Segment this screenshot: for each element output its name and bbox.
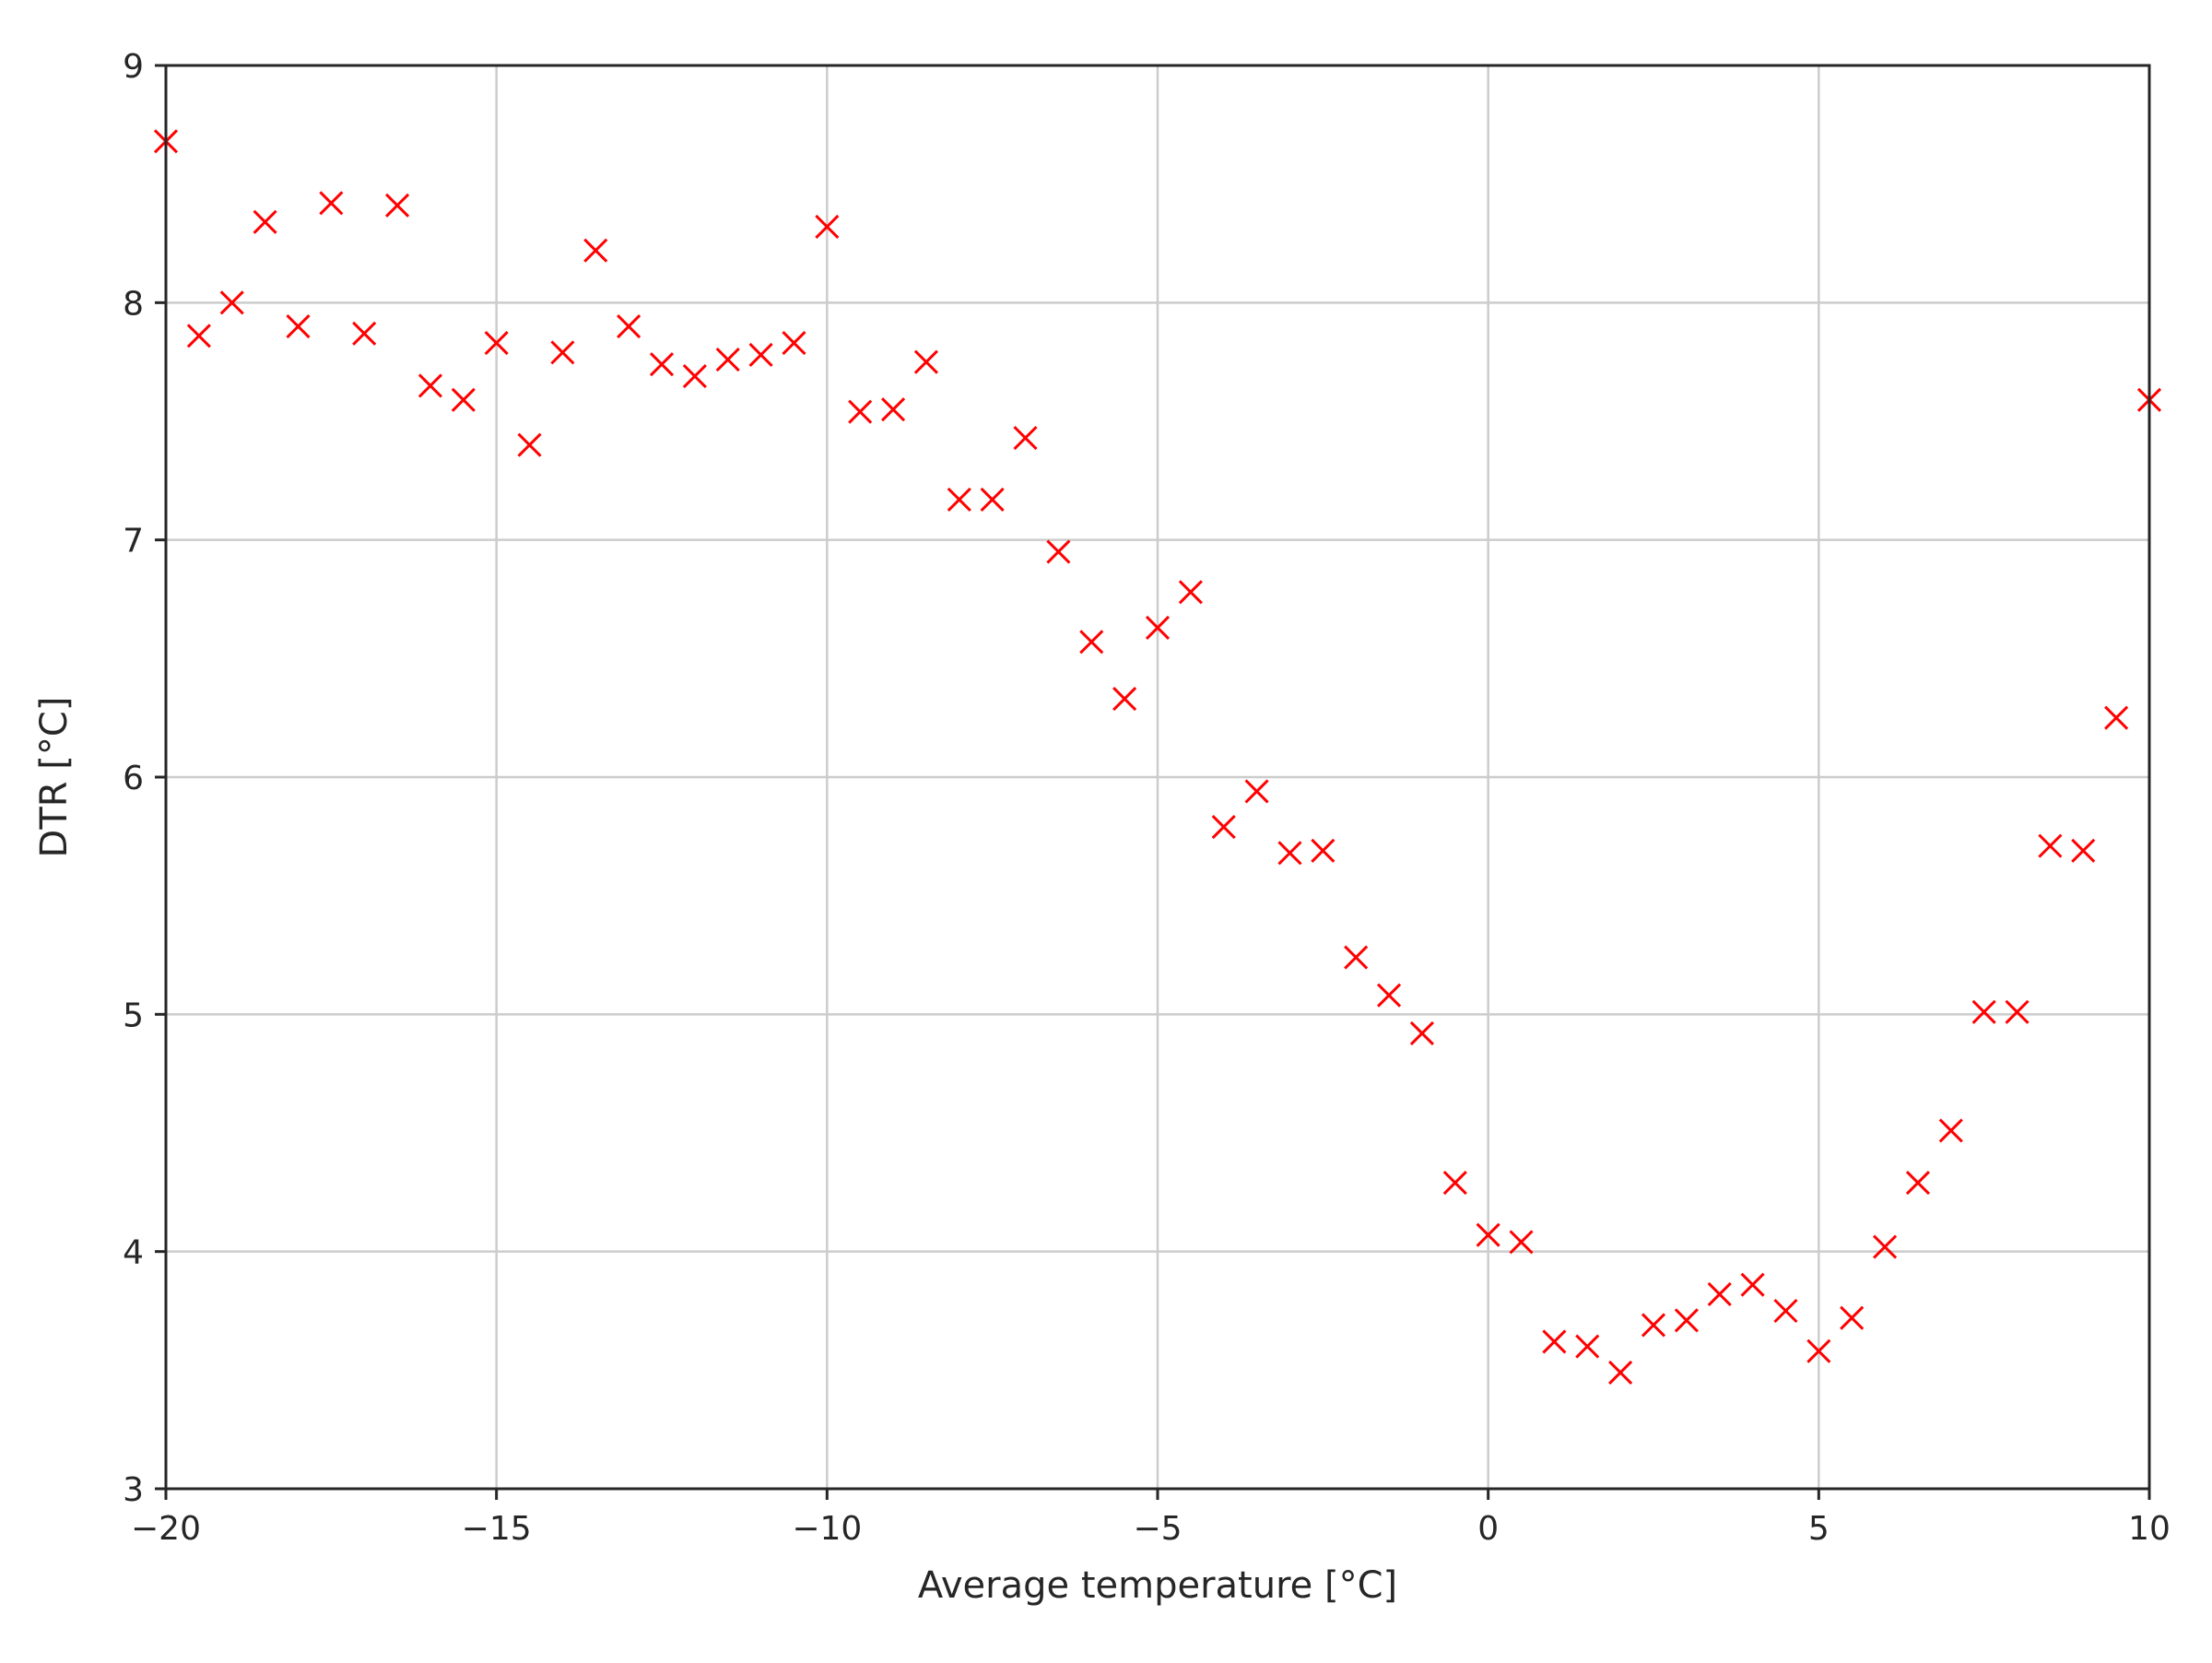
data-point xyxy=(1377,983,1402,1008)
data-point xyxy=(1112,687,1137,712)
data-point xyxy=(1641,1313,1666,1338)
data-point xyxy=(1145,615,1171,640)
data-point xyxy=(2005,999,2030,1024)
data-point xyxy=(418,373,442,398)
x-tick-label: 10 xyxy=(2128,1510,2171,1548)
data-point xyxy=(815,214,840,240)
y-tick-label: 7 xyxy=(123,523,144,560)
x-tick-label: −20 xyxy=(131,1510,201,1548)
axis-ticks: −20 −15 −10 −5 0 5 10 3 4 5 6 7 8 9 xyxy=(123,48,2171,1548)
data-point xyxy=(682,364,707,389)
data-point xyxy=(186,324,211,348)
data-point xyxy=(1079,630,1104,655)
data-point xyxy=(583,238,608,263)
data-point xyxy=(617,314,641,339)
data-point xyxy=(1905,1170,1930,1196)
y-tick-label: 8 xyxy=(123,285,144,323)
data-point xyxy=(649,352,675,377)
data-point xyxy=(1442,1170,1467,1196)
data-point xyxy=(1277,841,1302,866)
data-point xyxy=(1013,425,1038,451)
data-point xyxy=(1773,1298,1798,1324)
data-point xyxy=(385,193,410,218)
data-point xyxy=(1344,945,1369,970)
data-point xyxy=(1409,1020,1434,1045)
data-point xyxy=(980,487,1005,512)
y-tick-label: 5 xyxy=(123,997,144,1034)
data-point xyxy=(1178,580,1203,605)
data-point xyxy=(352,321,377,346)
data-point xyxy=(947,487,971,512)
data-point xyxy=(517,432,542,457)
data-point xyxy=(1575,1334,1600,1359)
y-tick-label: 9 xyxy=(123,48,144,86)
data-point xyxy=(1971,999,1996,1024)
data-point xyxy=(782,331,806,356)
data-point xyxy=(1707,1281,1732,1307)
data-point xyxy=(1542,1329,1567,1354)
data-point xyxy=(1046,539,1071,564)
data-points xyxy=(153,129,2162,1385)
data-point xyxy=(286,314,311,339)
x-tick-label: −15 xyxy=(462,1510,532,1548)
data-point xyxy=(1476,1222,1500,1247)
data-point xyxy=(848,399,873,424)
data-point xyxy=(1873,1234,1898,1259)
data-point xyxy=(1740,1272,1765,1297)
data-point xyxy=(451,387,476,412)
y-tick-label: 6 xyxy=(123,760,144,797)
y-tick-label: 3 xyxy=(123,1471,144,1509)
data-point xyxy=(1938,1118,1963,1143)
data-point xyxy=(484,331,509,356)
data-point xyxy=(1608,1360,1633,1385)
data-point xyxy=(1840,1305,1865,1330)
data-point xyxy=(1509,1230,1534,1255)
y-tick-label: 4 xyxy=(123,1234,144,1272)
data-point xyxy=(1806,1339,1831,1363)
data-point xyxy=(319,191,344,216)
data-point xyxy=(748,342,773,368)
y-axis-label: DTR [°C] xyxy=(33,697,76,858)
data-point xyxy=(2104,705,2129,730)
x-tick-label: −10 xyxy=(792,1510,862,1548)
x-tick-label: 5 xyxy=(1808,1510,1830,1548)
data-point xyxy=(1311,838,1335,863)
x-tick-label: −5 xyxy=(1133,1510,1182,1548)
grid xyxy=(164,64,2151,1491)
x-tick-label: 0 xyxy=(1477,1510,1499,1548)
data-point xyxy=(1674,1308,1699,1333)
x-axis-label: Average temperature [°C] xyxy=(918,1564,1397,1607)
data-point xyxy=(2038,833,2063,858)
data-point xyxy=(1211,814,1236,840)
data-point xyxy=(881,397,906,422)
data-point xyxy=(2071,838,2096,863)
data-point xyxy=(550,340,575,365)
data-point xyxy=(913,349,938,374)
data-point xyxy=(1244,779,1269,804)
data-point xyxy=(715,348,740,372)
data-point xyxy=(219,290,244,315)
data-point xyxy=(253,209,277,234)
